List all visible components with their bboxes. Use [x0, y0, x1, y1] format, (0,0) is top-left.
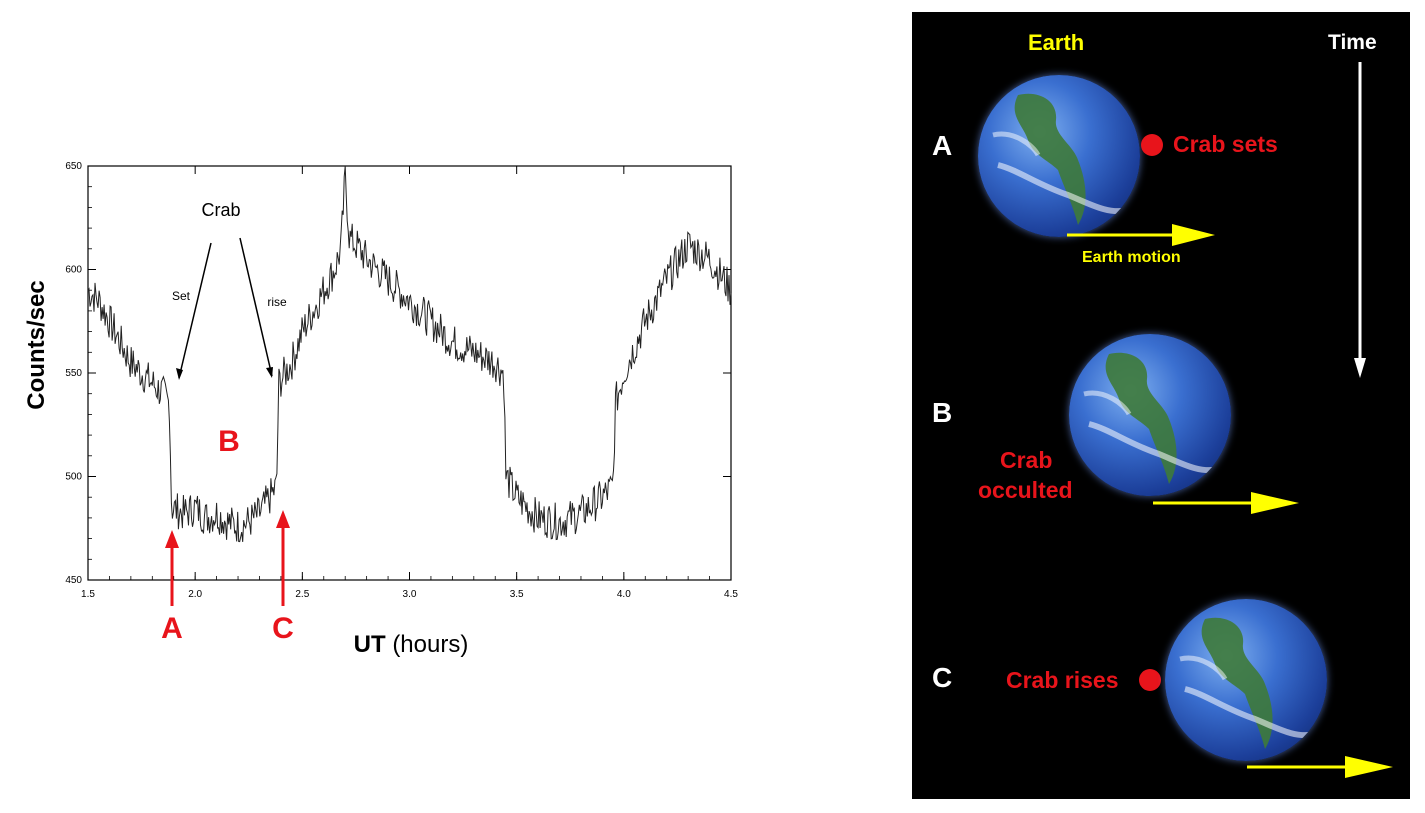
c-annotation: C [272, 612, 294, 645]
crab-rises-label: Crab rises [1006, 667, 1119, 693]
set-pointer-head [176, 368, 183, 380]
plot-frame [87, 165, 732, 581]
crab-occulted-label-2: occulted [978, 477, 1073, 503]
earth-motion-label: Earth motion [1082, 249, 1181, 266]
y-tick-label: 650 [65, 161, 82, 172]
crab-annotation: Crab [201, 200, 240, 220]
crab-source-dot-a [1141, 134, 1163, 156]
time-label: Time [1328, 31, 1377, 54]
y-tick-label: 450 [65, 575, 82, 586]
x-axis-label: UT (hours) [354, 631, 469, 658]
x-tick-label: 4.0 [617, 589, 631, 600]
x-tick-label: 2.0 [188, 589, 202, 600]
plot-border [87, 165, 732, 581]
rise-pointer-head [266, 367, 273, 378]
x-tick-label: 3.5 [510, 589, 524, 600]
a-arrow-head [165, 530, 179, 548]
axis-ticks: 1.5 2.0 2.5 3.0 3.5 4.0 4.5 450 500 550 600 650 [65, 161, 738, 600]
x-tick-label: 1.5 [81, 589, 95, 600]
earth-label: Earth [1028, 30, 1085, 55]
y-tick-label: 500 [65, 472, 82, 483]
set-annotation: Set [172, 289, 191, 303]
b-annotation: B [218, 425, 240, 458]
y-tick-label: 550 [65, 368, 82, 379]
rise-annotation: rise [267, 295, 287, 309]
earth-motion-arrow-a [1067, 224, 1215, 246]
x-tick-label: 3.0 [403, 589, 417, 600]
x-tick-label: 2.5 [295, 589, 309, 600]
counts-chart: 1.5 2.0 2.5 3.0 3.5 4.0 4.5 450 500 550 600 650 Cou… [23, 161, 738, 658]
rise-pointer [239, 237, 273, 377]
earth-motion-arrow-c [1247, 756, 1393, 778]
row-b-label: B [932, 397, 953, 428]
crab-sets-label: Crab sets [1173, 131, 1278, 157]
crab-occulted-label-1: Crab [1000, 447, 1053, 473]
set-pointer [178, 242, 212, 379]
y-axis-label: Counts/sec [23, 280, 50, 409]
counts-line [87, 165, 732, 543]
earth-globe-c [1165, 599, 1327, 761]
c-arrow-head [276, 510, 290, 528]
occultation-diagram: Earth Time A Crab sets Earth motion B Cr… [912, 12, 1410, 799]
counts-series [87, 165, 732, 543]
time-arrow [1354, 62, 1366, 378]
crab-source-dot-c [1139, 669, 1161, 691]
row-c-label: C [932, 662, 953, 693]
earth-globe-b [1069, 334, 1231, 496]
earth-motion-arrow-b [1153, 492, 1299, 514]
earth-globe-a [978, 75, 1140, 237]
x-tick-label: 4.5 [724, 589, 738, 600]
a-annotation: A [161, 612, 183, 645]
row-a-label: A [932, 130, 953, 161]
y-tick-label: 600 [65, 265, 82, 276]
